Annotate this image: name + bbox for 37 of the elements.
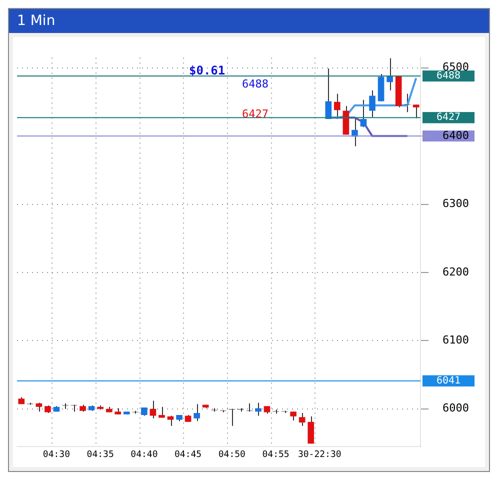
y-tick-label: 6200 (442, 265, 470, 278)
ref-line-label: 6041 (436, 376, 461, 387)
candlestick (167, 415, 174, 426)
chart-title: 1 Min (9, 9, 489, 33)
x-tick-label: 04:35 (86, 450, 114, 460)
candlestick (386, 58, 393, 91)
x-tick-label: 04:40 (130, 450, 158, 460)
candlestick (255, 402, 262, 416)
candlestick (246, 402, 253, 412)
candlestick (150, 400, 156, 419)
candlestick (308, 416, 314, 444)
y-tick-label: 6300 (442, 197, 470, 210)
candlestick (412, 104, 420, 119)
x-tick-label: 04:30 (42, 450, 70, 460)
x-tick-label: 04:45 (174, 450, 202, 460)
candlestick (360, 99, 367, 128)
annotation: $0.61 (189, 64, 226, 78)
candlestick (158, 406, 165, 418)
candlestick (228, 409, 236, 426)
x-tick-label: 30-22:30 (298, 450, 342, 460)
y-tick-label: 6000 (442, 402, 470, 415)
candlestick (62, 402, 68, 410)
x-tick-label: 04:55 (262, 450, 290, 460)
candlestick (194, 404, 200, 422)
ref-line-label: 6427 (436, 112, 461, 124)
annotation: 6427 (242, 107, 268, 120)
annotation: 6488 (242, 77, 268, 90)
y-tick-label: 6400 (442, 128, 470, 142)
candlestick (342, 106, 350, 136)
y-tick-label: 6100 (442, 334, 470, 347)
candlestick (220, 410, 226, 413)
candlestick (369, 90, 376, 118)
candlestick (325, 68, 332, 120)
x-tick-label: 04:50 (218, 450, 246, 460)
candlestick (27, 402, 34, 406)
candlestick (298, 412, 306, 426)
candlestick (334, 93, 340, 120)
